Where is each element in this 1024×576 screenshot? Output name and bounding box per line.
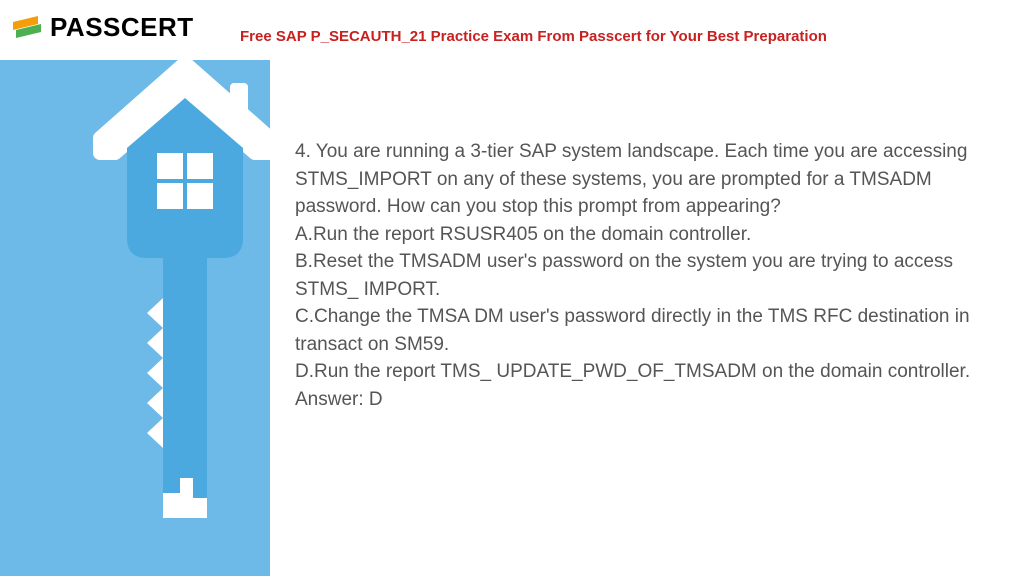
option-d: D.Run the report TMS_ UPDATE_PWD_OF_TMSA… [295, 358, 995, 386]
logo-icon [8, 8, 46, 46]
question-content: 4. You are running a 3-tier SAP system l… [295, 138, 995, 413]
logo-area: PASSCERT [8, 8, 194, 46]
header-title: Free SAP P_SECAUTH_21 Practice Exam From… [240, 28, 827, 45]
option-c: C.Change the TMSA DM user's password dir… [295, 303, 995, 358]
question-text: 4. You are running a 3-tier SAP system l… [295, 138, 995, 221]
house-key-icon [85, 48, 285, 548]
option-b: B.Reset the TMSADM user's password on th… [295, 248, 995, 303]
logo-text: PASSCERT [50, 12, 194, 43]
answer-line: Answer: D [295, 386, 995, 414]
option-a: A.Run the report RSUSR405 on the domain … [295, 221, 995, 249]
